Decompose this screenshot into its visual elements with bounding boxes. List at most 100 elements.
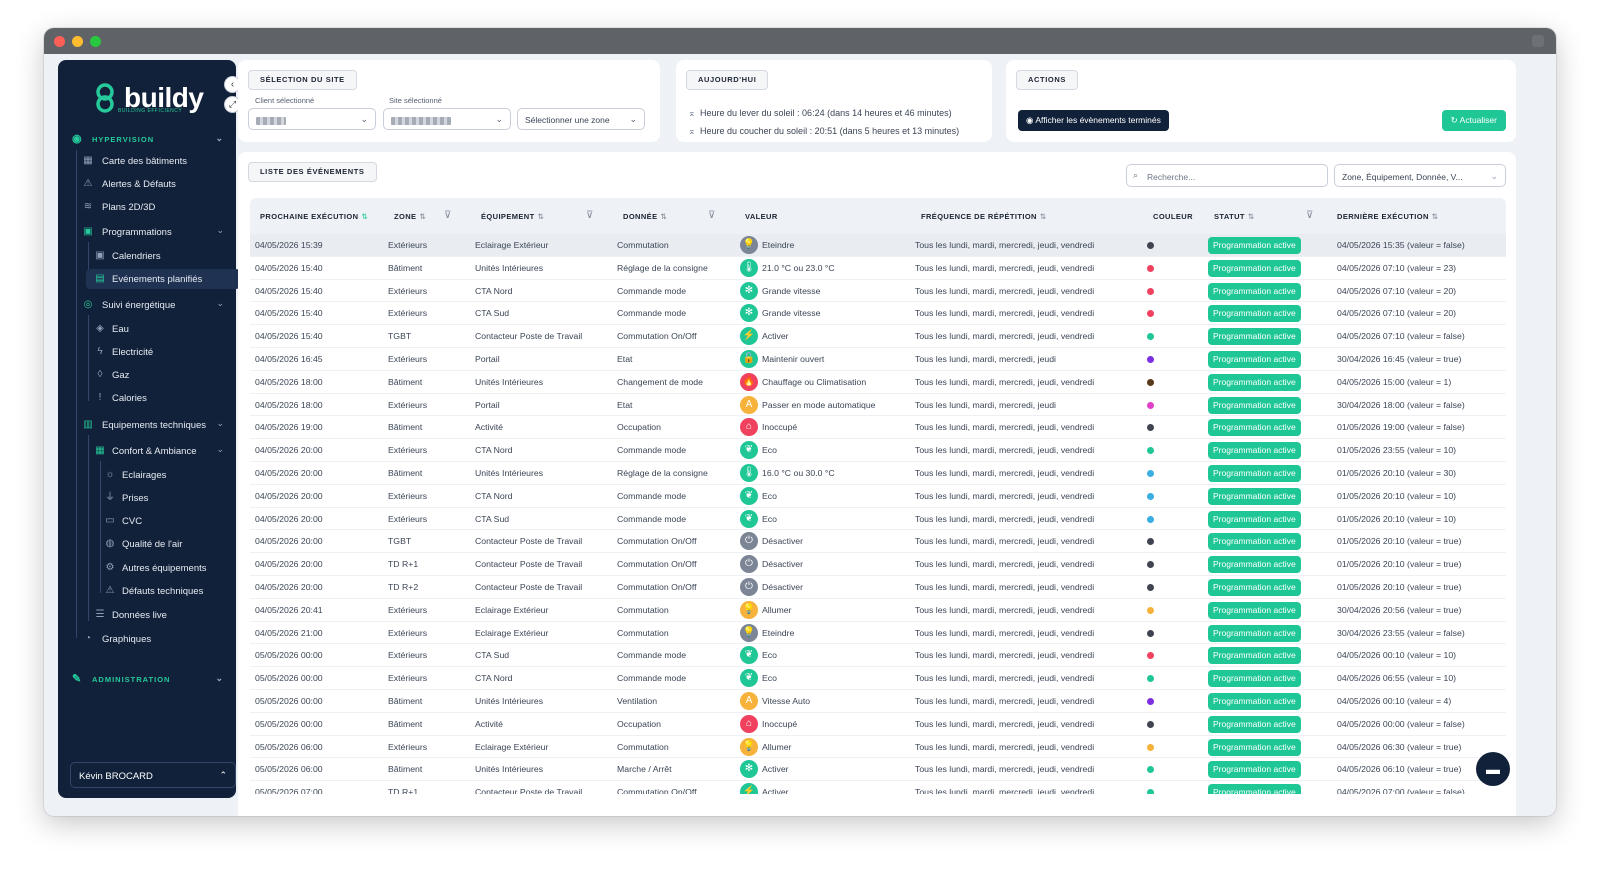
table-row[interactable]: 05/05/2026 00:00 Extérieurs CTA Sud Command… — [250, 644, 1506, 668]
sidebar-item-donnees-live[interactable]: ☰ Données live — [95, 609, 167, 621]
value-icon: 🌡 — [740, 464, 758, 482]
sidebar-item-alertes[interactable]: ⚠ Alertes & Défauts — [83, 178, 176, 190]
chat-support-button[interactable]: ▬ — [1476, 752, 1510, 786]
cell-frequence: Tous les lundi, mardi, mercredi, jeudi, … — [915, 422, 1095, 433]
sidebar-item-eau[interactable]: ◈ Eau — [58, 319, 236, 339]
col-statut[interactable]: STATUT ⇅ — [1214, 212, 1255, 221]
sidebar-item-eclairages[interactable]: ☼ Eclairages — [105, 469, 167, 481]
table-row[interactable]: 04/05/2026 20:00 TD R+2 Contacteur Poste d… — [250, 576, 1506, 599]
refresh-button[interactable]: ↻ Actualiser — [1441, 110, 1506, 131]
brand-logo[interactable]: buildy BUILDING EFFICIENCY — [88, 78, 204, 118]
table-row[interactable]: 05/05/2026 00:00 Bâtiment Activité Occupati… — [250, 713, 1506, 736]
table-row[interactable]: 04/05/2026 20:00 TD R+1 Contacteur Poste d… — [250, 553, 1506, 576]
cell-frequence: Tous les lundi, mardi, mercredi, jeudi — [915, 354, 1056, 364]
window-menu-icon[interactable] — [1532, 35, 1544, 47]
chevron-down-icon: ⌄ — [629, 114, 637, 124]
maximize-window-icon[interactable] — [90, 36, 101, 47]
col-donnee[interactable]: DONNÉE ⇅ — [623, 212, 668, 221]
close-window-icon[interactable] — [54, 36, 65, 47]
search-fields-select[interactable]: Zone, Équipement, Donnée, V... ⌄ — [1334, 164, 1506, 187]
sidebar-item-confort[interactable]: ▦ Confort & Ambiance ⌄ — [95, 444, 224, 457]
table-row[interactable]: 04/05/2026 15:39 Extérieurs Eclairage Exté… — [250, 234, 1506, 257]
table-row[interactable]: 04/05/2026 21:00 Extérieurs Eclairage Exté… — [250, 622, 1506, 645]
cell-derniere-execution: 01/05/2026 20:10 (valeur = true) — [1337, 582, 1462, 592]
sidebar-item-calories[interactable]: ! Calories — [58, 388, 236, 408]
show-finished-events-button[interactable]: ◉ Afficher les évènements terminés — [1018, 110, 1169, 131]
color-dot — [1147, 264, 1154, 272]
table-row[interactable]: 05/05/2026 07:00 TD R+1 Contacteur Poste d… — [250, 781, 1506, 794]
cell-valeur: Eco — [762, 650, 777, 661]
table-row[interactable]: 04/05/2026 20:00 Bâtiment Unités Intérieur… — [250, 462, 1506, 485]
actions-card: ACTIONS ◉ Afficher les évènements termin… — [1006, 60, 1516, 142]
table-row[interactable]: 05/05/2026 06:00 Bâtiment Unités Intérieur… — [250, 758, 1506, 782]
sidebar-item-calendriers[interactable]: ▣ Calendriers — [95, 250, 161, 262]
client-select[interactable]: ⌄ — [248, 108, 376, 130]
sidebar-item-gaz[interactable]: ◊ Gaz — [58, 365, 236, 385]
table-row[interactable]: 04/05/2026 15:40 Extérieurs CTA Sud Command… — [250, 302, 1506, 326]
table-row[interactable]: 04/05/2026 19:00 Bâtiment Activité Occupati… — [250, 416, 1506, 440]
table-row[interactable]: 04/05/2026 20:00 Extérieurs CTA Sud Command… — [250, 508, 1506, 531]
sidebar-item-plans[interactable]: ≋ Plans 2D/3D — [83, 201, 156, 213]
table-row[interactable]: 04/05/2026 20:41 Extérieurs Eclairage Exté… — [250, 599, 1506, 622]
sidebar-item-programmations[interactable]: ▣ Programmations ⌄ — [83, 225, 224, 238]
cell-frequence: Tous les lundi, mardi, mercredi, jeudi, … — [915, 787, 1095, 794]
sidebar-item-equipements[interactable]: ▥ Equipements techniques ⌄ — [83, 418, 224, 431]
collapse-sidebar-button[interactable]: ‹ — [224, 76, 241, 93]
cell-frequence: Tous les lundi, mardi, mercredi, jeudi, … — [915, 741, 1095, 752]
search-input[interactable]: ⌕ Recherche... — [1126, 164, 1328, 187]
sidebar-item-graphiques[interactable]: ◔ Graphiques — [58, 629, 236, 649]
minimize-window-icon[interactable] — [72, 36, 83, 47]
table-row[interactable]: 05/05/2026 06:00 Extérieurs Eclairage Exté… — [250, 736, 1506, 759]
cell-derniere-execution: 04/05/2026 15:35 (valeur = false) — [1337, 240, 1465, 250]
value-icon: ❦ — [740, 486, 758, 505]
color-dot — [1147, 447, 1154, 455]
sort-icon: ⇅ — [1039, 212, 1047, 221]
sidebar-item-prises[interactable]: ⏚ Prises — [105, 492, 149, 504]
table-row[interactable]: 04/05/2026 16:45 Extérieurs Portail Etat 🔓 Ma… — [250, 348, 1506, 371]
table-row[interactable]: 04/05/2026 18:00 Bâtiment Unités Intérieur… — [250, 371, 1506, 394]
lightning-icon: ϟ — [97, 346, 103, 357]
table-row[interactable]: 04/05/2026 20:00 TGBT Contacteur Poste de … — [250, 530, 1506, 554]
table-row[interactable]: 04/05/2026 15:40 Bâtiment Unités Intérieur… — [250, 257, 1506, 280]
cell-frequence: Tous les lundi, mardi, mercredi, jeudi, … — [915, 513, 1095, 524]
sidebar-item-electricite[interactable]: ϟ Electricité — [58, 342, 236, 362]
color-dot — [1147, 401, 1154, 409]
col-derniere-execution[interactable]: DERNIÈRE EXÉCUTION ⇅ — [1337, 212, 1439, 221]
col-next-execution[interactable]: PROCHAINE EXÉCUTION ⇅ — [260, 212, 369, 221]
filter-icon[interactable]: ⊽ — [1306, 210, 1314, 221]
sidebar-item-evenements-planifies[interactable]: ▤ Evénements planifiés — [86, 269, 240, 289]
col-couleur: COULEUR — [1153, 212, 1193, 221]
sidebar-item-carte[interactable]: ▦ Carte des bâtiments — [83, 155, 188, 167]
table-row[interactable]: 04/05/2026 20:00 Extérieurs CTA Nord Comman… — [250, 439, 1506, 462]
nav-section-hypervision[interactable]: ◉ HYPERVISION ⌄ — [72, 133, 224, 145]
table-row[interactable]: 04/05/2026 20:00 Extérieurs CTA Nord Comman… — [250, 485, 1506, 508]
table-row[interactable]: 05/05/2026 00:00 Extérieurs CTA Nord Comman… — [250, 667, 1506, 690]
cell-valeur: Inoccupé — [762, 718, 798, 729]
sidebar-item-autres[interactable]: ⚙ Autres équipements — [105, 562, 207, 574]
col-zone[interactable]: ZONE ⇅ — [394, 212, 427, 221]
filter-icon[interactable]: ⊽ — [708, 210, 716, 221]
sidebar-item-defauts[interactable]: ⚠ Défauts techniques — [105, 585, 204, 597]
color-dot — [1147, 378, 1154, 386]
table-row[interactable]: 04/05/2026 18:00 Extérieurs Portail Etat A Pa… — [250, 394, 1506, 417]
zone-select[interactable]: Sélectionner une zone ⌄ — [517, 108, 645, 130]
filter-icon[interactable]: ⊽ — [444, 210, 452, 221]
table-row[interactable]: 04/05/2026 15:40 Extérieurs CTA Nord Comman… — [250, 280, 1506, 303]
nav-section-administration[interactable]: ✎ ADMINISTRATION ⌄ — [72, 673, 224, 685]
sidebar-item-qualite-air[interactable]: ◍ Qualité de l'air — [105, 538, 183, 550]
status-badge: Programmation active — [1208, 647, 1301, 665]
today-card: AUJOURD'HUI ⌅ Heure du lever du soleil : … — [676, 60, 992, 142]
sidebar-item-suivi[interactable]: ◎ Suivi énergétique ⌄ — [83, 298, 224, 311]
status-badge: Programmation active — [1208, 396, 1301, 414]
table-row[interactable]: 04/05/2026 15:40 TGBT Contacteur Poste de … — [250, 325, 1506, 348]
col-equipement[interactable]: ÉQUIPEMENT ⇅ — [481, 212, 545, 221]
col-frequence[interactable]: FRÉQUENCE DE RÉPÉTITION ⇅ — [921, 212, 1047, 221]
site-select[interactable]: ⌄ — [383, 108, 511, 130]
cell-zone: Extérieurs — [388, 741, 428, 752]
sidebar-item-cvc[interactable]: ▭ CVC — [105, 515, 143, 527]
filter-icon[interactable]: ⊽ — [586, 210, 594, 221]
table-row[interactable]: 05/05/2026 00:00 Bâtiment Unités Intérieur… — [250, 690, 1506, 713]
status-badge: Programmation active — [1208, 510, 1301, 528]
user-menu[interactable]: Kévin BROCARD ⌃ — [70, 762, 236, 788]
cell-next-execution: 04/05/2026 15:40 — [255, 331, 323, 342]
